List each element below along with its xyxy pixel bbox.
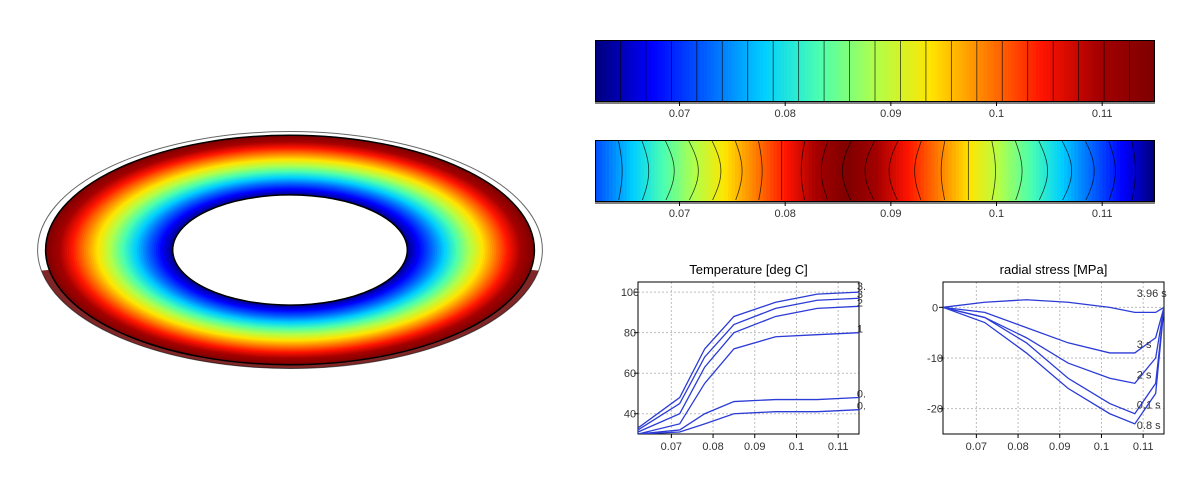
svg-text:0.11: 0.11: [1092, 208, 1113, 220]
series-label: 0.1 s: [857, 401, 865, 413]
svg-text:0.09: 0.09: [880, 108, 901, 120]
svg-text:0.08: 0.08: [1007, 441, 1028, 453]
svg-text:0.1: 0.1: [789, 441, 804, 453]
svg-text:0.07: 0.07: [669, 108, 690, 120]
svg-text:0.11: 0.11: [1133, 441, 1154, 453]
stress-chart: radial stress [MPa] 0.07 0.08 0.09 0.1 0.11 -2…: [905, 260, 1170, 460]
series-label: 2 s: [1137, 369, 1152, 381]
series-label: 3.96 s: [1137, 288, 1167, 300]
svg-text:0.09: 0.09: [744, 441, 765, 453]
svg-text:0.09: 0.09: [1049, 441, 1070, 453]
svg-text:100: 100: [621, 287, 639, 299]
svg-text:80: 80: [624, 328, 636, 340]
disc3d-panel: [30, 15, 550, 485]
series-label: 1 s: [857, 324, 865, 336]
svg-text:0.08: 0.08: [774, 208, 795, 220]
contour-bar-1: 0.07 0.08 0.09 0.1 0.11: [595, 40, 1155, 120]
series-label: 0.8 s: [1137, 420, 1161, 432]
svg-text:0.1: 0.1: [989, 208, 1004, 220]
chart-title: Temperature [deg C]: [689, 262, 808, 277]
series-label: 3 s: [1137, 339, 1152, 351]
svg-text:0.11: 0.11: [828, 441, 849, 453]
svg-text:0.1: 0.1: [1094, 441, 1109, 453]
series-label: 0.2 s: [857, 389, 865, 401]
contour-bar-2: 0.07 0.08 0.09 0.1 0.11: [595, 140, 1155, 220]
temperature-chart: Temperature [deg C] 0.07 0.08 0.09 0.1 0.11 40…: [600, 260, 865, 460]
svg-text:0.09: 0.09: [880, 208, 901, 220]
series-label: 3.96 s: [857, 281, 865, 293]
series-label: 0.1 s: [1137, 400, 1161, 412]
svg-text:0.07: 0.07: [661, 441, 682, 453]
svg-text:0.07: 0.07: [669, 208, 690, 220]
svg-text:-20: -20: [927, 404, 943, 416]
svg-text:40: 40: [624, 409, 636, 421]
chart-title: radial stress [MPa]: [1000, 262, 1108, 277]
svg-text:0.07: 0.07: [966, 441, 987, 453]
svg-text:0.08: 0.08: [702, 441, 723, 453]
svg-text:60: 60: [624, 368, 636, 380]
svg-text:0.1: 0.1: [989, 108, 1004, 120]
svg-text:0.08: 0.08: [774, 108, 795, 120]
svg-text:0.11: 0.11: [1092, 108, 1113, 120]
svg-text:0: 0: [932, 302, 938, 314]
svg-text:-10: -10: [927, 353, 943, 365]
